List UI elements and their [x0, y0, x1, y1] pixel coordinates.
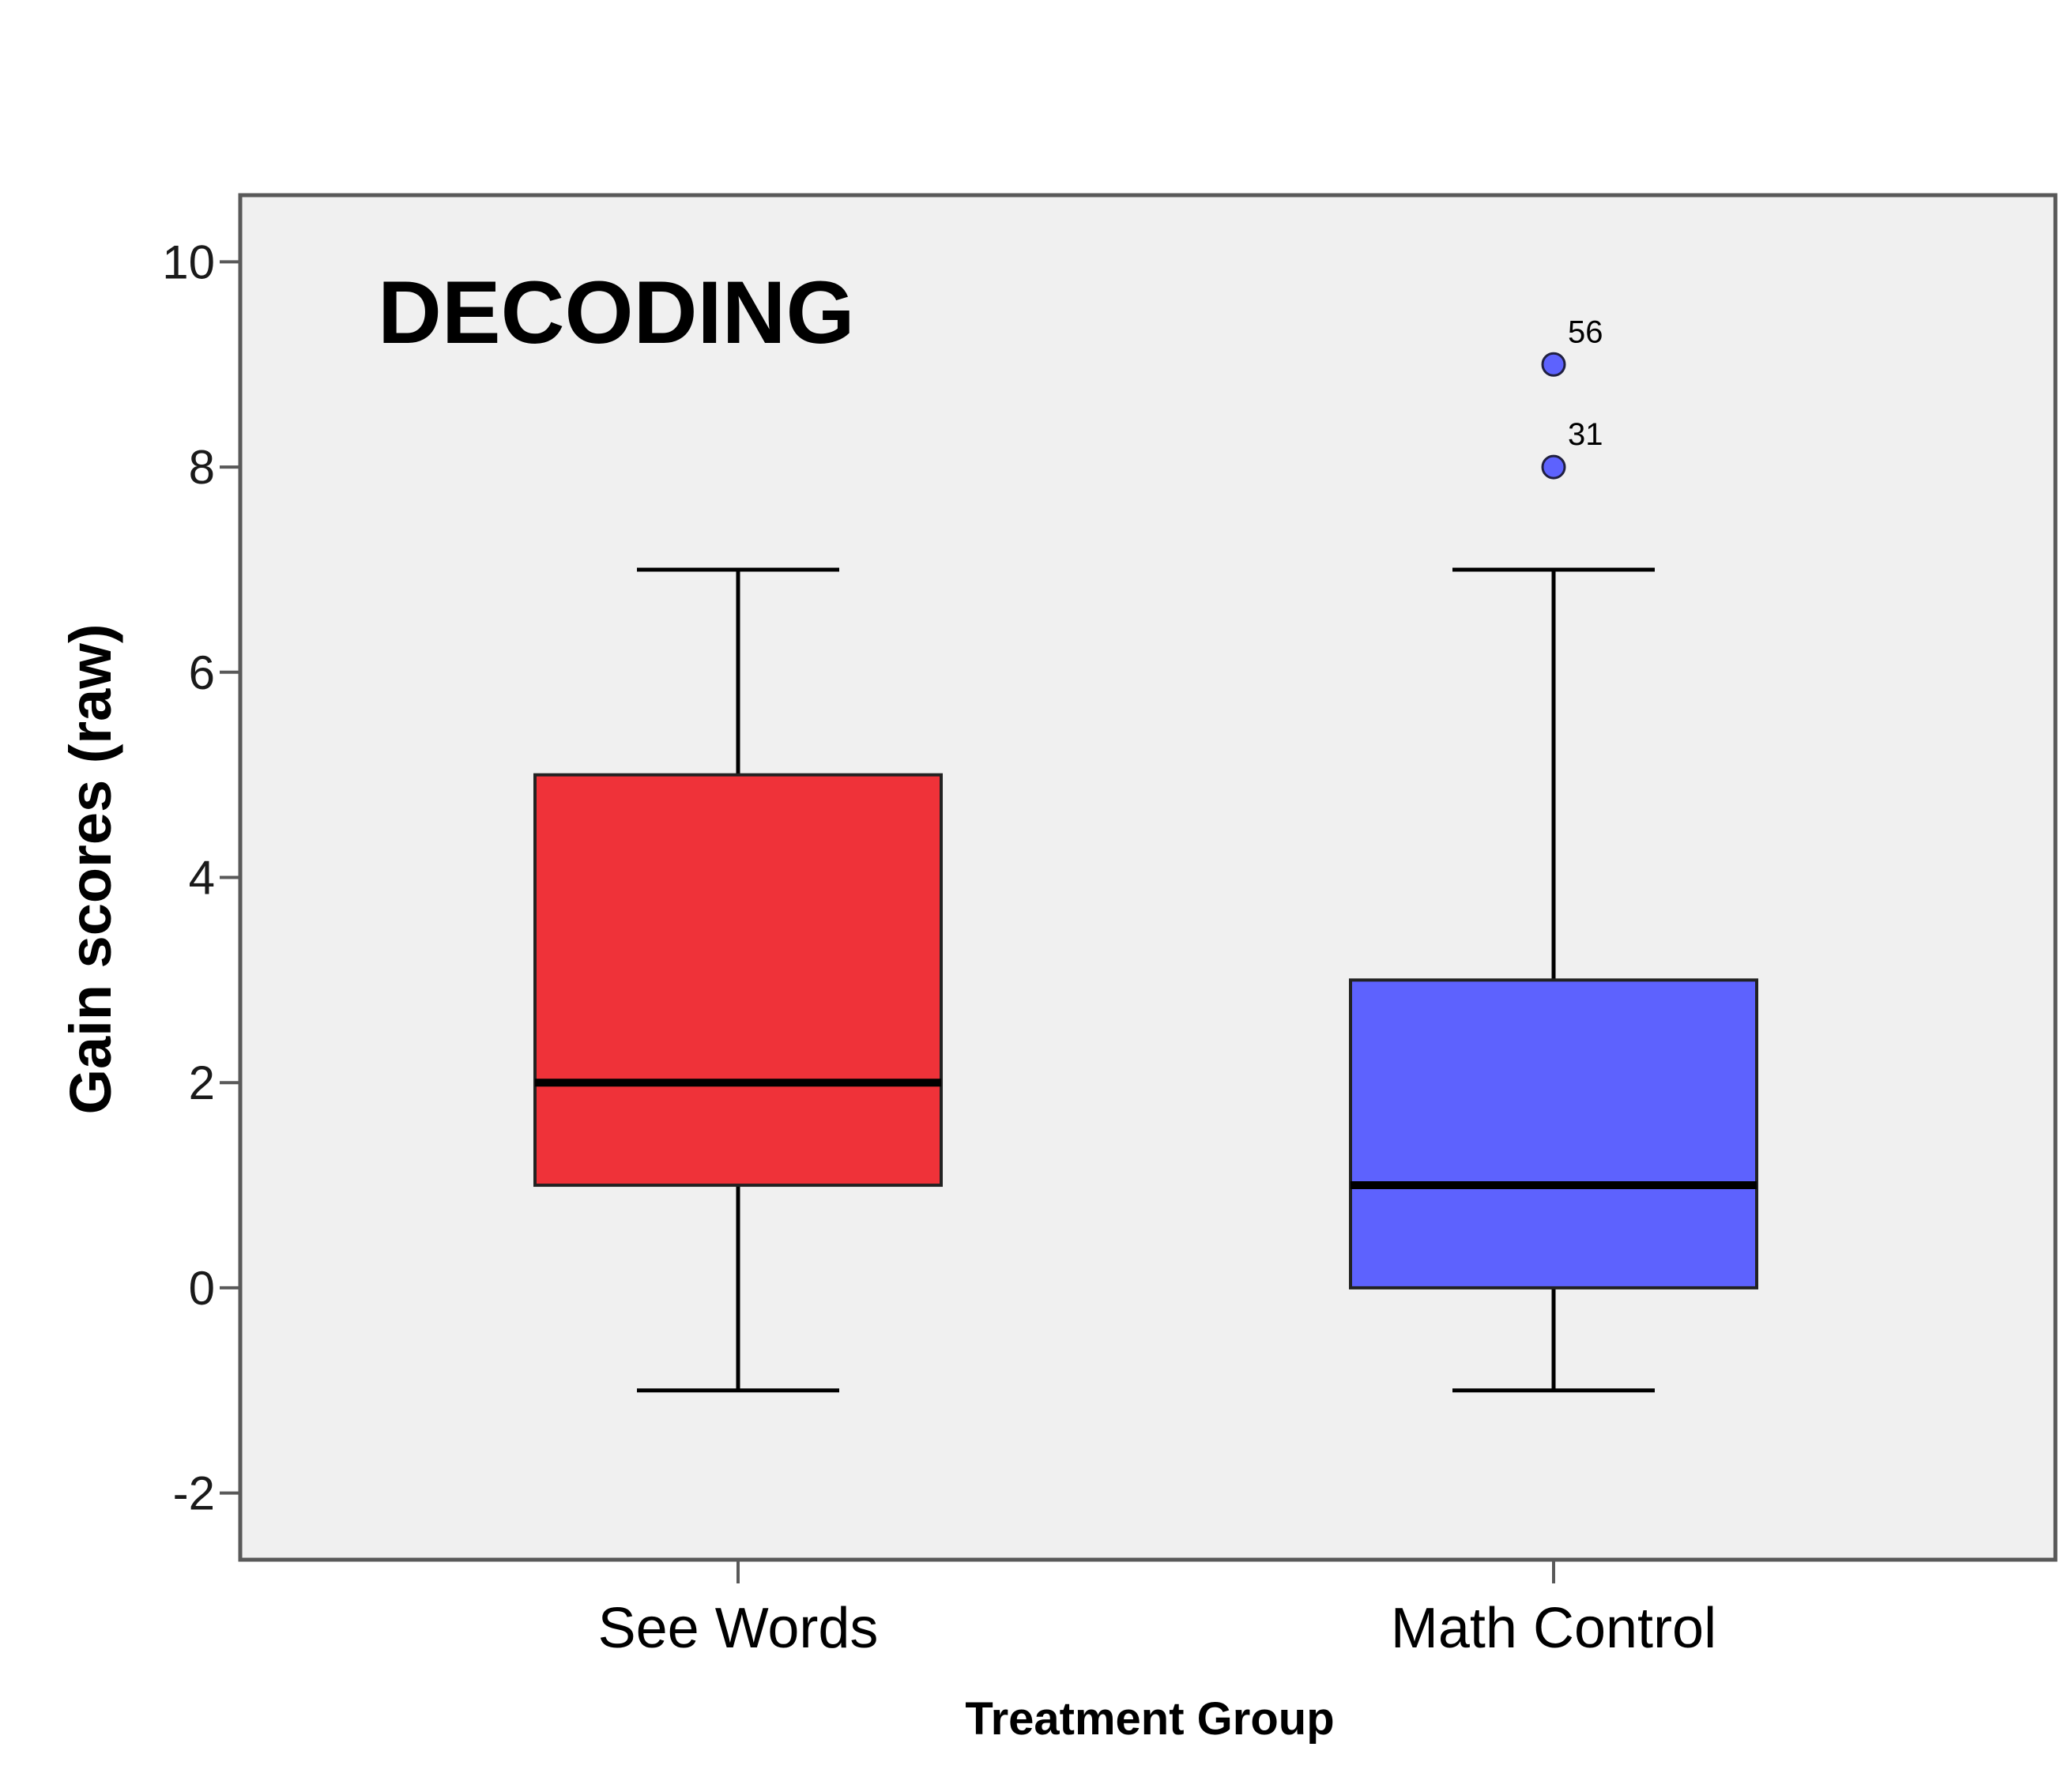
y-tick-label: -2: [173, 1467, 215, 1520]
y-tick-label: 8: [189, 441, 215, 494]
y-tick-label: 10: [162, 235, 215, 288]
plot-area: [238, 193, 2058, 1562]
box-group: 31 56: [1349, 314, 1758, 1393]
y-tick-label: 2: [189, 1056, 215, 1109]
boxes: 31 56: [533, 314, 1758, 1393]
outlier-point: [1541, 352, 1566, 377]
x-axis: See Words Math Control: [598, 1560, 1716, 1660]
y-axis-title: Gain scores (raw): [58, 623, 123, 1114]
x-tick-label: See Words: [598, 1597, 879, 1660]
y-tick-label: 0: [189, 1262, 215, 1315]
outlier-label: 56: [1568, 314, 1603, 349]
y-tick-label: 4: [189, 852, 215, 905]
iqr-box: [1349, 978, 1758, 1289]
outlier-point: [1541, 454, 1566, 480]
iqr-box: [533, 773, 943, 1188]
x-axis-title: Treatment Group: [965, 1693, 1334, 1745]
outlier-label: 31: [1568, 417, 1603, 452]
y-axis: -2 0 2 4 6 8 10: [162, 235, 240, 1520]
x-tick-label: Math Control: [1391, 1597, 1716, 1660]
y-tick-label: 6: [189, 646, 215, 699]
box-group: [533, 567, 943, 1393]
chart-title: DECODING: [378, 263, 855, 362]
